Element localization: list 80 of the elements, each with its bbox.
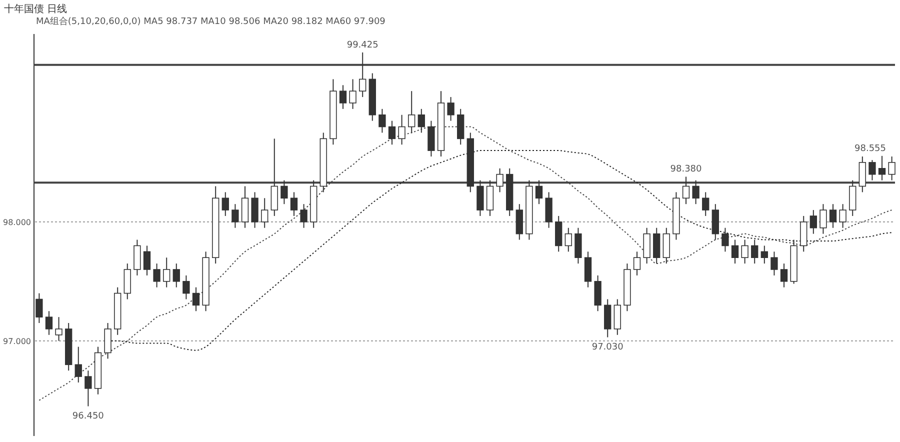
candlestick bbox=[74, 346, 82, 383]
candlestick bbox=[124, 263, 131, 300]
candlestick bbox=[820, 204, 827, 234]
candlestick bbox=[457, 108, 464, 146]
candlestick bbox=[604, 298, 612, 338]
candlestick bbox=[476, 180, 484, 216]
candlestick bbox=[55, 316, 62, 342]
candlestick bbox=[222, 192, 229, 216]
candlestick bbox=[447, 96, 454, 122]
candlestick bbox=[261, 198, 268, 228]
candlestick bbox=[241, 186, 249, 228]
candlestick bbox=[408, 90, 416, 134]
candlestick bbox=[800, 215, 808, 252]
candlestick bbox=[134, 239, 141, 276]
candlestick bbox=[555, 215, 562, 252]
candlestick bbox=[486, 180, 494, 216]
candlestick bbox=[359, 52, 366, 98]
candlestick bbox=[398, 114, 406, 146]
candlestick bbox=[633, 251, 641, 276]
candlestick bbox=[702, 192, 710, 216]
candlestick bbox=[643, 227, 650, 264]
candlestick bbox=[418, 108, 425, 134]
candlestick bbox=[378, 108, 386, 134]
candlestick bbox=[280, 180, 288, 205]
candlestick bbox=[584, 251, 592, 288]
candlestick bbox=[232, 204, 239, 228]
candlestick bbox=[878, 155, 886, 181]
annotation: 98.555 bbox=[854, 144, 886, 154]
candlestick bbox=[153, 263, 160, 288]
candlestick bbox=[849, 180, 856, 216]
candlestick bbox=[300, 204, 308, 228]
candlestick bbox=[692, 180, 700, 205]
candlestick bbox=[388, 120, 396, 146]
candlestick bbox=[545, 192, 552, 228]
candlestick bbox=[712, 204, 719, 240]
candlestick bbox=[760, 245, 768, 264]
candlestick bbox=[535, 180, 543, 205]
candlestick bbox=[574, 227, 582, 264]
candlestick bbox=[770, 251, 778, 276]
candlestick bbox=[163, 257, 170, 288]
candlestick bbox=[839, 204, 846, 228]
candlestick bbox=[868, 160, 876, 181]
candlestick bbox=[829, 204, 837, 228]
annotation: 96.450 bbox=[72, 411, 104, 422]
candlestick bbox=[182, 274, 190, 300]
candlestick bbox=[496, 168, 504, 193]
candlestick bbox=[84, 370, 92, 407]
candlestick bbox=[564, 227, 572, 252]
candlestick bbox=[594, 274, 602, 312]
candlestick bbox=[741, 239, 748, 264]
candlestick bbox=[349, 78, 356, 110]
candlestick bbox=[780, 263, 788, 288]
candlestick bbox=[270, 138, 278, 216]
chart-subtitle: MA组合(5,10,20,60,0,0) MA5 98.737 MA10 98.506 MA20 98.182 MA60 97.909 bbox=[36, 16, 386, 27]
chart-title: 十年国债 日线 bbox=[4, 3, 68, 15]
annotation: 98.380 bbox=[670, 164, 702, 175]
candlestick bbox=[722, 227, 729, 252]
candlestick bbox=[251, 192, 258, 228]
y-tick-label: 98.000 bbox=[3, 218, 31, 227]
y-tick-label: 97.000 bbox=[3, 336, 31, 346]
candlestick bbox=[858, 156, 866, 193]
candlestick bbox=[516, 204, 523, 240]
candlestick bbox=[653, 227, 660, 264]
candlestick bbox=[104, 322, 112, 360]
candlestick bbox=[143, 245, 151, 276]
candlestick bbox=[682, 176, 690, 205]
candlestick bbox=[888, 156, 896, 181]
candlestick bbox=[428, 120, 435, 158]
candlestick bbox=[172, 263, 180, 288]
candlestick bbox=[751, 239, 758, 264]
annotation: 97.030 bbox=[592, 342, 624, 352]
candlestick bbox=[662, 227, 670, 264]
candlestick bbox=[45, 310, 53, 336]
candlestick bbox=[290, 192, 298, 216]
candlestick bbox=[614, 298, 621, 336]
candlestick bbox=[810, 210, 817, 234]
candlestick bbox=[192, 286, 200, 312]
candlestick bbox=[731, 239, 739, 264]
candlestick bbox=[339, 84, 347, 110]
annotation: 99.425 bbox=[346, 40, 378, 50]
